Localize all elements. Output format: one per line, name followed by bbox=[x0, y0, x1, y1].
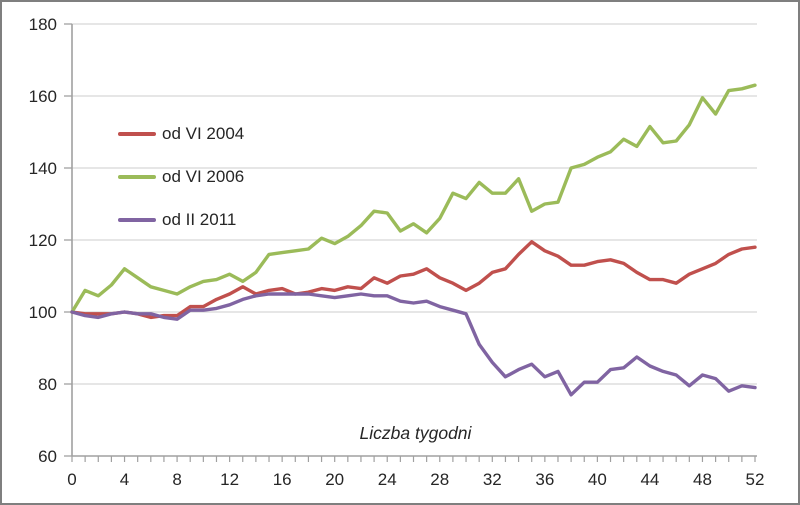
legend-item-od-vi-2006: od VI 2006 bbox=[118, 155, 244, 198]
series-line-1 bbox=[70, 240, 757, 320]
y-tick-label: 140 bbox=[29, 159, 57, 178]
legend-item-od-vi-2004: od VI 2004 bbox=[118, 112, 244, 155]
x-tick-label: 24 bbox=[378, 470, 397, 489]
y-tick-label: 180 bbox=[29, 15, 57, 34]
legend-item-od-ii-2011: od II 2011 bbox=[118, 198, 244, 241]
chart-legend: od VI 2004 od VI 2006 od II 2011 bbox=[118, 112, 244, 241]
x-tick-label: 52 bbox=[746, 470, 765, 489]
x-tick-label: 0 bbox=[67, 470, 76, 489]
x-tick-label: 12 bbox=[220, 470, 239, 489]
series-line-2 bbox=[70, 83, 757, 314]
legend-label: od VI 2006 bbox=[162, 166, 245, 186]
series-line-3 bbox=[70, 292, 757, 397]
y-tick-label: 160 bbox=[29, 87, 57, 106]
y-tick-label: 60 bbox=[38, 447, 57, 466]
y-tick-label: 100 bbox=[29, 303, 57, 322]
y-tick-label: 120 bbox=[29, 231, 57, 250]
x-tick-label: 44 bbox=[640, 470, 659, 489]
legend-label: od II 2011 bbox=[162, 209, 237, 229]
x-tick-label: 40 bbox=[588, 470, 607, 489]
x-tick-label: 16 bbox=[273, 470, 292, 489]
x-tick-label: 32 bbox=[483, 470, 502, 489]
legend-label: od VI 2004 bbox=[162, 123, 245, 143]
legend-swatch-green-line-icon bbox=[118, 174, 156, 179]
x-tick-label: 4 bbox=[120, 470, 129, 489]
x-tick-label: 36 bbox=[535, 470, 554, 489]
legend-swatch-red-line-icon bbox=[118, 131, 156, 136]
x-tick-label: 48 bbox=[693, 470, 712, 489]
x-tick-label: 28 bbox=[430, 470, 449, 489]
x-tick-label: 20 bbox=[325, 470, 344, 489]
legend-swatch-purple-line-icon bbox=[118, 217, 156, 222]
y-tick-label: 80 bbox=[38, 375, 57, 394]
x-axis-title: Liczba tygodni bbox=[359, 423, 472, 443]
x-tick-label: 8 bbox=[172, 470, 181, 489]
